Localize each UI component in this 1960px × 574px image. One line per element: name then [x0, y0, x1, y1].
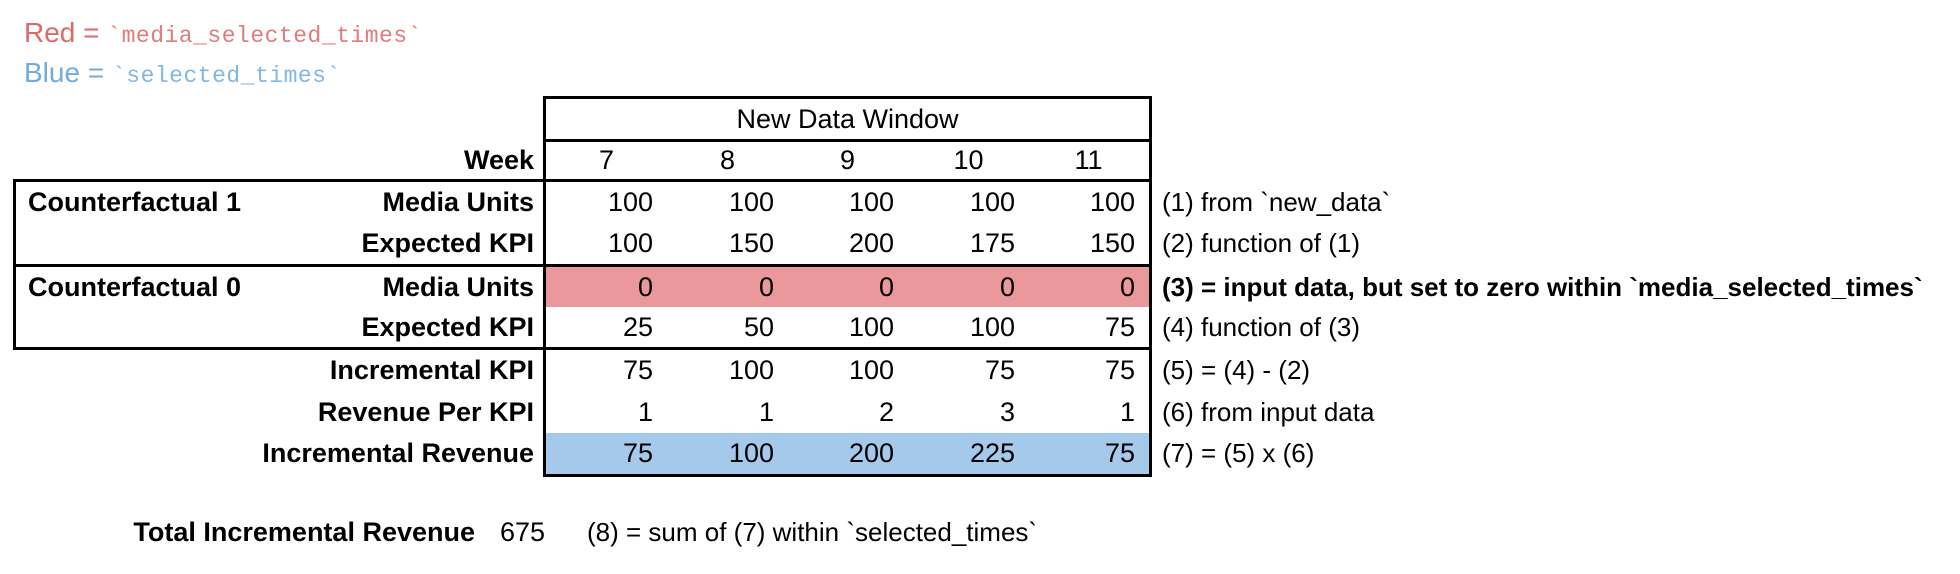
week-cell: 7	[598, 145, 615, 175]
counterfactual0-bottom-border	[13, 347, 1152, 350]
data-cell: 0	[878, 272, 894, 302]
annotation-7: (7) = (5) x (6)	[1162, 438, 1315, 468]
data-cell: 100	[728, 187, 774, 217]
data-cell: 0	[1119, 272, 1135, 302]
data-cell: 75	[1104, 355, 1135, 385]
data-cell: 0	[637, 272, 653, 302]
data-cell: 100	[607, 228, 653, 258]
data-cell: 225	[969, 438, 1015, 468]
counterfactual-divider-border	[13, 264, 1152, 267]
week-cell: 8	[719, 145, 736, 175]
table-header: New Data Window	[736, 104, 959, 134]
label-area-left-border	[13, 179, 16, 350]
data-cell: 0	[999, 272, 1015, 302]
group-label-counterfactual-0: Counterfactual 0	[28, 272, 242, 302]
header-box-top-border	[543, 96, 1152, 99]
row-label: Revenue Per KPI	[317, 397, 534, 427]
data-cell: 2	[878, 397, 894, 427]
annotation-2: (2) function of (1)	[1162, 228, 1360, 258]
data-cell: 1	[1119, 397, 1135, 427]
row-label: Expected KPI	[361, 228, 534, 258]
week-cell: 11	[1074, 145, 1103, 175]
data-cell: 0	[758, 272, 774, 302]
annotation-5: (5) = (4) - (2)	[1162, 355, 1311, 385]
row-label: Incremental KPI	[329, 355, 534, 385]
legend-red-equals: =	[75, 17, 108, 48]
legend-blue-code: `selected_times`	[111, 63, 341, 89]
data-cell: 75	[1104, 312, 1135, 342]
legend-blue-label: Blue	[24, 57, 81, 88]
annotation-8: (8) = sum of (7) within `selected_times`	[587, 517, 1038, 547]
media-selected-times-highlight	[546, 267, 1149, 307]
data-cell: 100	[969, 312, 1015, 342]
data-cell: 100	[607, 187, 653, 217]
data-cell: 3	[999, 397, 1015, 427]
data-area-left-border	[543, 96, 546, 477]
data-cell: 25	[622, 312, 653, 342]
data-cell: 200	[848, 438, 894, 468]
legend-red-label: Red	[24, 17, 76, 48]
selected-times-highlight	[546, 433, 1149, 474]
table-bottom-border	[543, 474, 1152, 477]
data-cell: 100	[728, 438, 774, 468]
week-cell: 9	[839, 145, 856, 175]
data-cell: 1	[758, 397, 774, 427]
annotation-3: (3) = input data, but set to zero within…	[1162, 272, 1923, 302]
counterfactual1-top-border	[13, 179, 1152, 182]
row-label: Incremental Revenue	[262, 438, 534, 468]
data-cell: 75	[622, 438, 653, 468]
data-cell: 75	[1104, 438, 1135, 468]
data-cell: 100	[969, 187, 1015, 217]
legend-red: Red = `media_selected_times`	[24, 17, 422, 49]
row-label: Expected KPI	[361, 312, 534, 342]
data-area-right-border	[1149, 96, 1152, 477]
annotation-4: (4) function of (3)	[1162, 312, 1360, 342]
row-label: Media Units	[382, 272, 534, 302]
data-cell: 175	[969, 228, 1015, 258]
data-cell: 100	[1089, 187, 1135, 217]
legend-blue: Blue = `selected_times`	[24, 57, 341, 89]
total-value: 675	[499, 517, 545, 547]
annotation-6: (6) from input data	[1162, 397, 1375, 427]
data-cell: 150	[728, 228, 774, 258]
data-cell: 75	[984, 355, 1015, 385]
data-cell: 100	[848, 187, 894, 217]
data-cell: 75	[622, 355, 653, 385]
row-label: Media Units	[382, 187, 534, 217]
header-box-bottom-border	[543, 139, 1152, 142]
data-cell: 100	[728, 355, 774, 385]
data-cell: 100	[848, 355, 894, 385]
week-label: Week	[463, 145, 534, 175]
group-label-counterfactual-1: Counterfactual 1	[28, 187, 242, 217]
legend-red-code: `media_selected_times`	[107, 23, 422, 49]
data-cell: 1	[637, 397, 653, 427]
annotation-1: (1) from `new_data`	[1162, 187, 1391, 217]
data-cell: 100	[848, 312, 894, 342]
week-cell: 10	[953, 145, 984, 175]
data-cell: 150	[1089, 228, 1135, 258]
total-label: Total Incremental Revenue	[133, 517, 475, 547]
data-cell: 50	[743, 312, 774, 342]
data-cell: 200	[848, 228, 894, 258]
legend-blue-equals: =	[80, 57, 112, 88]
